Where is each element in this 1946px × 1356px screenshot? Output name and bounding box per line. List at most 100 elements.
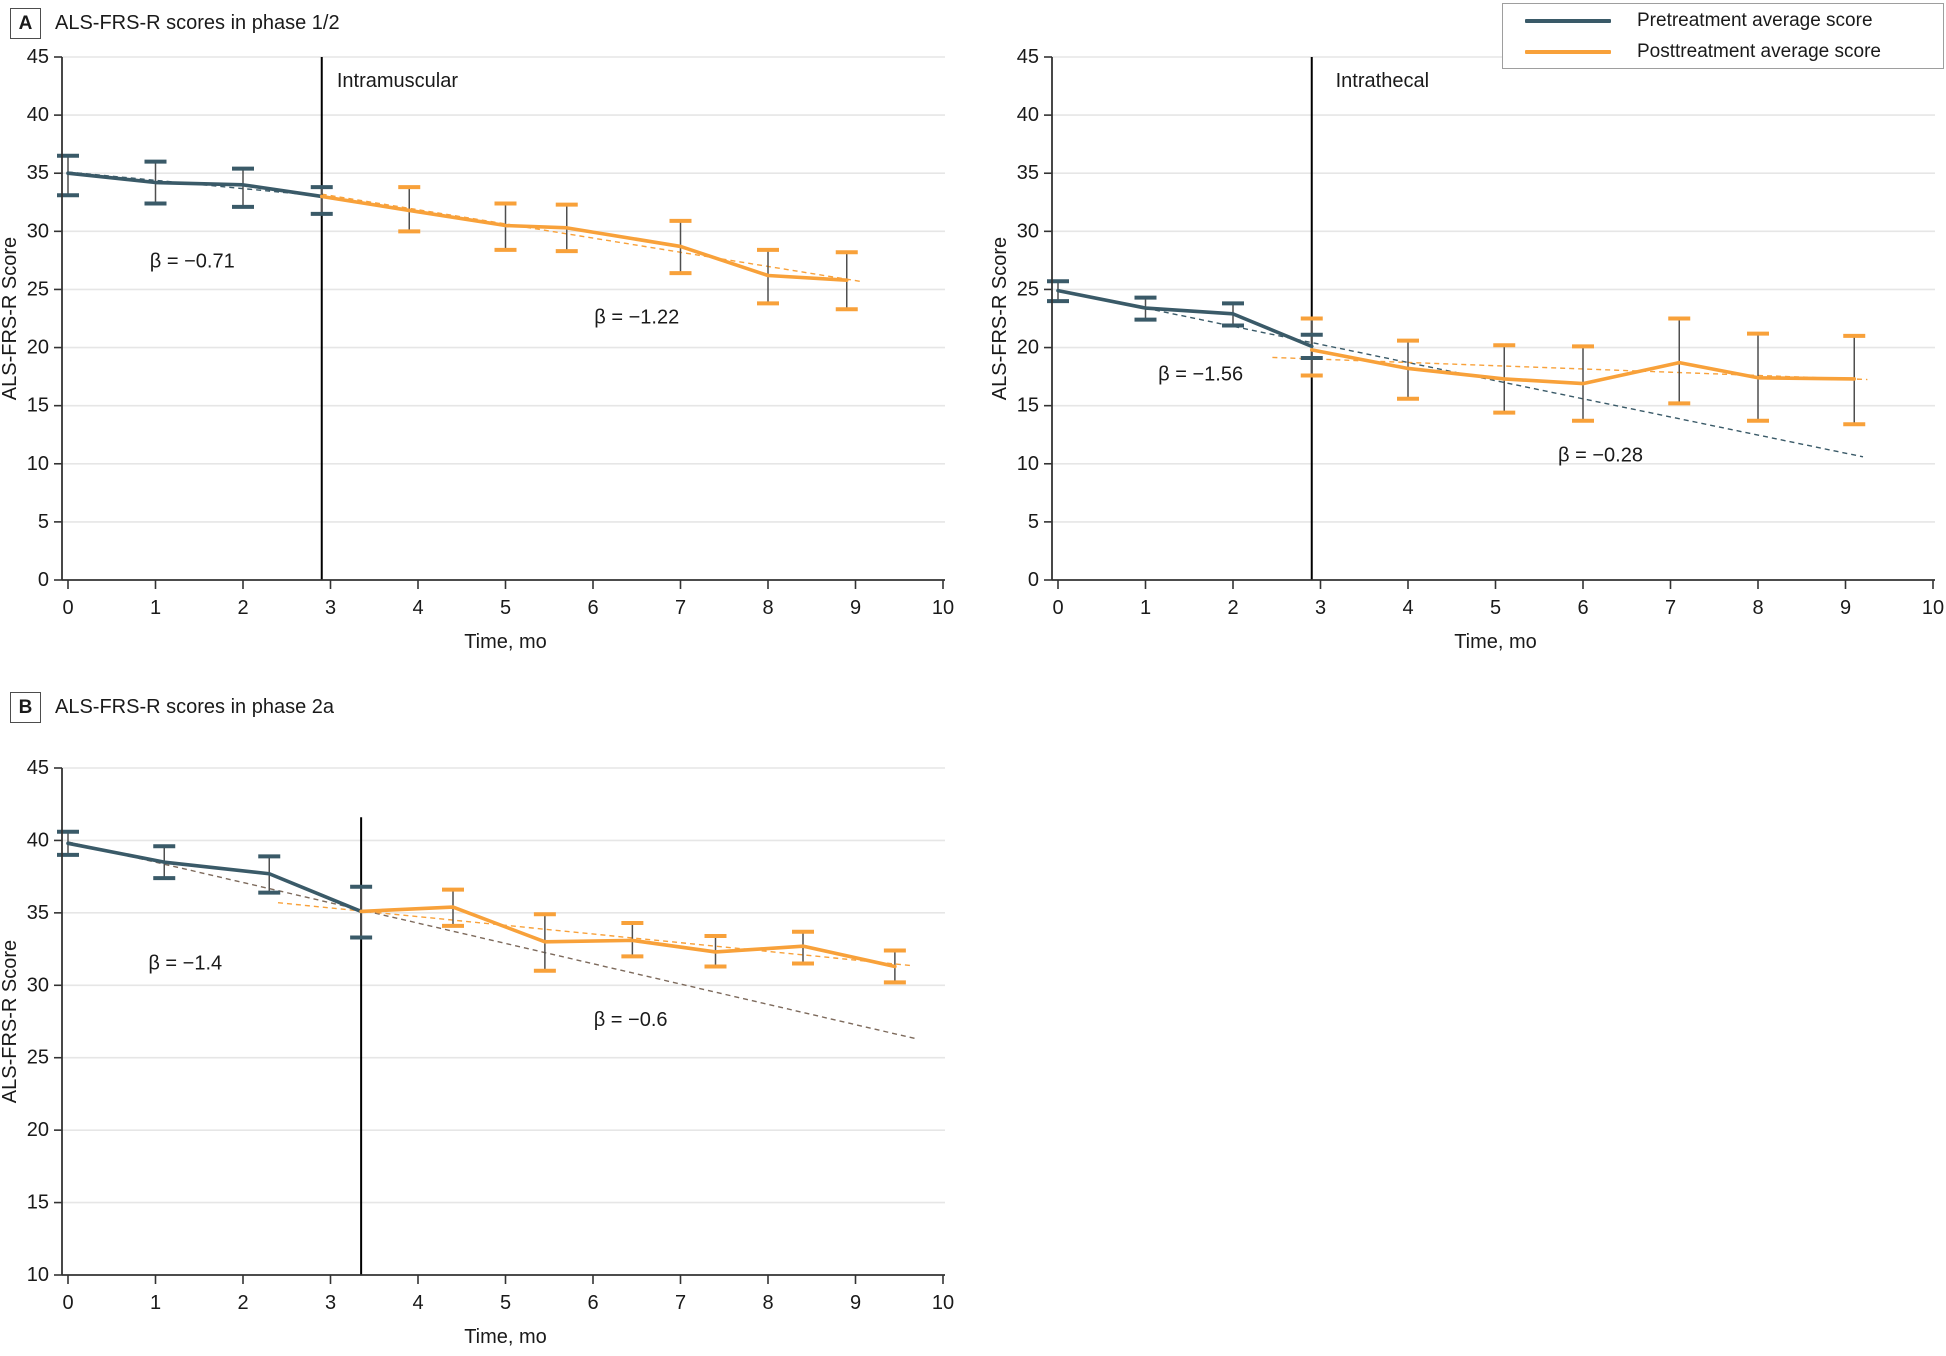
y-tick-label: 20 [27,1119,49,1141]
x-tick-label: 4 [1402,597,1413,619]
y-tick-label: 5 [1028,511,1039,533]
beta-annotation: β = −0.71 [150,251,235,273]
x-tick-label: 2 [1227,597,1238,619]
posttreatment-line [1309,348,1857,386]
beta-annotation: β = −0.6 [594,1009,668,1031]
x-tick-label: 9 [850,1292,861,1314]
pretreatment-trend [1057,289,1864,458]
y-tick-label: 45 [1017,46,1039,68]
x-tick-label: 9 [1840,597,1851,619]
y-tick-label: 20 [1017,337,1039,359]
chart-intrathecal: Intrathecal 0 5 10 15 20 25 30 35 40 45 0 1 2 3 4 5 6 7 8 9 1… [985,40,1946,697]
chart-intramuscular: Intramuscular 0 5 10 15 20 25 30 35 40 45 0 1 2 3 4 5 6 7 8… [0,40,985,697]
x-tick-label: 5 [1490,597,1501,619]
chart-phase-2a: 10 15 20 25 30 35 40 45 0 1 2 3 4 5 6 7 8 9 10 Time, mo ALS-… [0,725,985,1356]
treatment-route-label: Intrathecal [1336,70,1429,92]
x-tick-label: 6 [587,1292,598,1314]
x-tick-label: 1 [150,597,161,619]
x-tick-label: 8 [1752,597,1763,619]
x-tick-label: 7 [1665,597,1676,619]
x-tick-label: 0 [1052,597,1063,619]
y-tick-label: 5 [38,511,49,533]
x-tick-label: 7 [675,1292,686,1314]
x-tick-label: 10 [932,1292,954,1314]
legend-row-pretreatment: Pretreatment average score [1525,10,1943,32]
x-tick-label: 0 [62,1292,73,1314]
y-tick-label: 30 [27,974,49,996]
pretreatment-line [66,171,324,199]
y-tick-label: 45 [27,46,49,68]
x-tick-label: 0 [62,597,73,619]
y-tick-label: 0 [38,569,49,591]
y-tick-label: 25 [27,278,49,300]
y-tick-label: 40 [27,104,49,126]
y-tick-label: 25 [1017,278,1039,300]
beta-annotation: β = −1.56 [1158,363,1243,385]
x-tick-label: 5 [500,1292,511,1314]
beta-annotation: β = −0.28 [1558,445,1643,467]
pretreatment-line [1056,288,1314,349]
x-tick-label: 3 [1315,597,1326,619]
x-tick-label: 8 [762,1292,773,1314]
y-tick-label: 30 [27,220,49,242]
x-axis-title: Time, mo [464,1326,547,1348]
posttreatment-line-swatch [1525,49,1611,54]
y-axis-title: ALS-FRS-R Score [989,237,1011,400]
x-tick-label: 4 [412,1292,423,1314]
legend-label-pretreatment: Pretreatment average score [1637,9,1873,31]
posttreatment-line [359,905,897,969]
x-tick-label: 4 [412,597,423,619]
legend: Pretreatment average score Posttreatment… [1502,3,1944,69]
y-tick-label: 30 [1017,220,1039,242]
x-tick-label: 2 [237,1292,248,1314]
x-tick-label: 3 [325,597,336,619]
panel-b-header: B ALS-FRS-R scores in phase 2a [10,692,334,723]
x-tick-label: 6 [1577,597,1588,619]
treatment-route-label: Intramuscular [337,70,458,92]
panel-b-title: ALS-FRS-R scores in phase 2a [55,696,335,718]
x-tick-label: 9 [850,597,861,619]
pretreatment-trend [67,841,917,1040]
panel-a-title: ALS-FRS-R scores in phase 1/2 [55,12,340,34]
y-tick-label: 35 [27,162,49,184]
posttreatment-trend [321,193,860,282]
x-tick-label: 3 [325,1292,336,1314]
y-axis-title: ALS-FRS-R Score [0,237,21,400]
y-tick-label: 0 [1028,569,1039,591]
panel-a-header: A ALS-FRS-R scores in phase 1/2 [10,8,340,39]
x-tick-label: 2 [237,597,248,619]
y-tick-label: 25 [27,1047,49,1069]
beta-annotation: β = −1.22 [594,306,679,328]
x-tick-label: 5 [500,597,511,619]
x-tick-label: 10 [1922,597,1944,619]
x-tick-label: 1 [1140,597,1151,619]
y-tick-label: 15 [27,1192,49,1214]
y-tick-label: 10 [1017,453,1039,475]
y-tick-label: 40 [1017,104,1039,126]
legend-label-posttreatment: Posttreatment average score [1637,40,1881,62]
x-tick-label: 7 [675,597,686,619]
x-tick-label: 8 [762,597,773,619]
y-tick-label: 40 [27,829,49,851]
y-tick-label: 10 [27,453,49,475]
x-tick-label: 6 [587,597,598,619]
y-tick-label: 15 [27,395,49,417]
x-axis-title: Time, mo [464,631,547,653]
posttreatment-line [319,194,849,282]
posttreatment-trend [277,902,913,967]
pretreatment-line [66,841,363,914]
y-tick-label: 45 [27,757,49,779]
y-tick-label: 20 [27,337,49,359]
y-tick-label: 15 [1017,395,1039,417]
x-axis-title: Time, mo [1454,631,1537,653]
x-tick-label: 1 [150,1292,161,1314]
y-tick-label: 35 [1017,162,1039,184]
panel-a-letter: A [10,8,41,39]
y-axis-title: ALS-FRS-R Score [0,940,21,1103]
y-tick-label: 35 [27,902,49,924]
pretreatment-line-swatch [1525,18,1611,23]
